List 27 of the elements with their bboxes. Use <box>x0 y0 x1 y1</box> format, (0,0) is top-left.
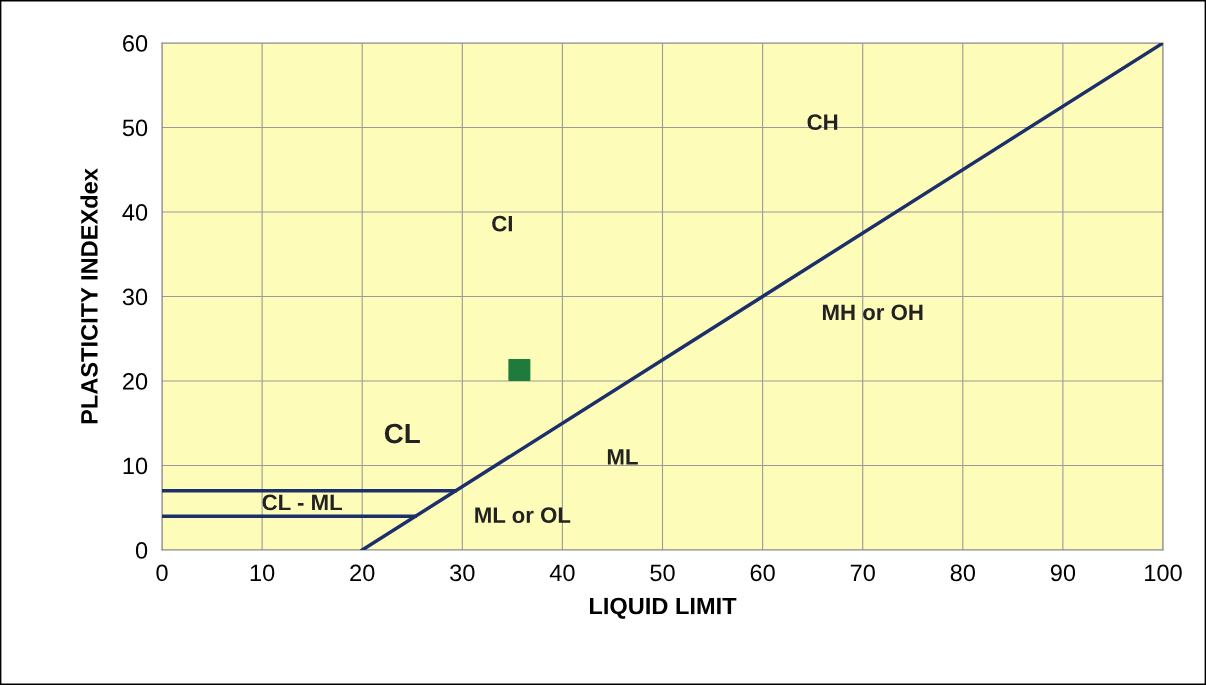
x-tick-label: 80 <box>950 564 976 582</box>
x-tick-label: 20 <box>350 564 375 582</box>
annotation: CL <box>384 423 420 444</box>
x-tick-label: 50 <box>650 564 675 582</box>
y-tick-label: 60 <box>123 35 148 52</box>
x-tick-label: 70 <box>850 564 875 582</box>
y-tick-label: 10 <box>123 457 148 475</box>
x-axis-title: LIQUID LIMIT <box>589 597 737 619</box>
y-axis-title: PLASTICITY INDEXdex <box>80 168 98 424</box>
x-tick-label: 0 <box>156 564 168 582</box>
annotation: ML <box>607 449 638 465</box>
y-tick-label: 20 <box>123 373 148 390</box>
y-tick-label: 0 <box>135 542 148 559</box>
annotation: CI <box>492 215 512 232</box>
x-tick-label: 10 <box>250 564 275 582</box>
annotation: ML or OL <box>475 507 571 524</box>
x-tick-label: 90 <box>1050 564 1076 582</box>
x-tick-label: 60 <box>750 564 775 582</box>
y-tick-label: 40 <box>122 204 148 221</box>
annotation: CH <box>807 114 838 131</box>
x-tick-label: 40 <box>549 564 575 582</box>
y-tick-label: 50 <box>122 119 148 137</box>
annotation: MH or OH <box>822 304 923 321</box>
annotation: CL - ML <box>262 494 342 511</box>
x-tick-label: 30 <box>450 564 475 582</box>
x-tick-label: 100 <box>1145 564 1182 582</box>
y-tick-label: 30 <box>122 288 148 306</box>
